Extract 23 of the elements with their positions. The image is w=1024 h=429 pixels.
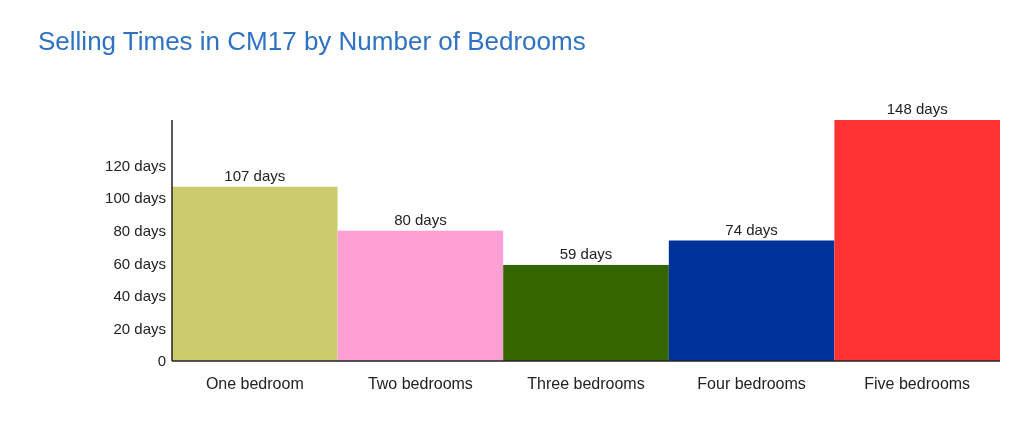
x-tick-label: One bedroom <box>205 375 304 392</box>
y-tick-label: 120 days <box>105 156 166 174</box>
bar <box>503 264 669 361</box>
x-tick-label: Five bedrooms <box>864 375 971 392</box>
data-label: 107 days <box>224 166 286 184</box>
data-label: 59 days <box>559 244 613 262</box>
y-tick-label: 20 days <box>113 319 166 337</box>
x-tick-label: Two bedrooms <box>367 375 473 392</box>
x-tick-label: Four bedrooms <box>697 375 806 392</box>
y-tick-label: 0 <box>157 352 166 370</box>
bar <box>834 120 1000 361</box>
data-label: 148 days <box>886 100 948 117</box>
bar <box>337 230 504 361</box>
bar <box>172 186 338 361</box>
y-tick-label: 40 days <box>113 287 166 305</box>
data-label: 80 days <box>394 210 447 228</box>
bar <box>668 240 835 361</box>
y-tick-label: 80 days <box>113 221 166 239</box>
y-tick-label: 100 days <box>105 189 166 207</box>
data-label: 74 days <box>725 220 778 238</box>
chart-title: Selling Times in CM17 by Number of Bedrooms <box>38 26 586 56</box>
x-tick-label: Three bedrooms <box>527 375 645 392</box>
y-tick-label: 60 days <box>113 254 166 272</box>
